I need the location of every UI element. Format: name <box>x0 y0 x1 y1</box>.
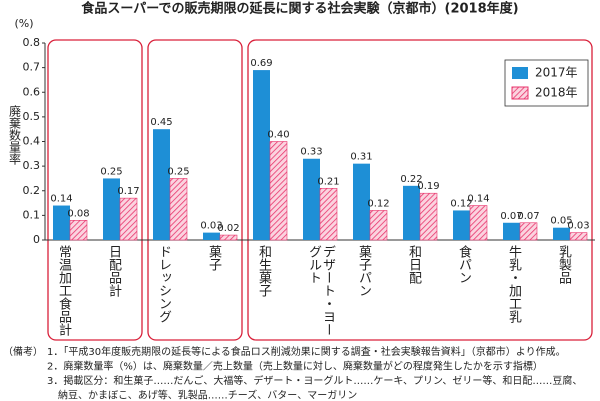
x-tick-label: 日配品計 <box>106 245 121 297</box>
value-label: 0.03 <box>567 221 589 232</box>
y-axis-label: 廃棄数量率 <box>8 104 22 165</box>
y-unit: (%) <box>14 17 33 30</box>
value-label: 0.07 <box>500 211 522 222</box>
bar <box>219 234 238 241</box>
value-label: 0.19 <box>417 181 439 192</box>
bar <box>103 178 120 240</box>
value-label: 0.21 <box>317 176 339 187</box>
group-frame <box>47 39 143 341</box>
note: 1．「平成30年度販売期限の延長等による食品ロス削減効果に関する調査・社会実験報… <box>47 345 566 358</box>
value-label: 0.14 <box>50 194 72 205</box>
bar <box>269 141 288 241</box>
bar <box>253 70 270 241</box>
y-tick-label: 0.5 <box>23 110 41 123</box>
bar <box>403 185 420 240</box>
bar <box>553 227 570 240</box>
bar <box>319 187 338 241</box>
bar <box>569 232 588 241</box>
bar <box>369 210 388 241</box>
legend-label: 2017年 <box>535 66 578 80</box>
value-label: 0.40 <box>267 130 289 141</box>
value-label: 0.05 <box>550 216 572 227</box>
legend-swatch <box>511 86 529 100</box>
notes-label: （備考） <box>3 345 43 358</box>
note: 2．廃棄数量率（%）は、廃棄数量／売上数量（売上数量に対し、廃棄数量がどの程度発… <box>47 360 543 373</box>
group-frame <box>247 39 593 341</box>
x-tick-label: 食パン <box>456 245 471 284</box>
bar <box>519 222 538 241</box>
y-tick-label: 0.8 <box>23 36 41 49</box>
value-label: 0.33 <box>300 147 322 158</box>
note: 納豆、かまぼこ、あげ等、乳製品……チーズ、バター、マーガリン <box>58 389 357 401</box>
bar <box>153 129 170 240</box>
bar <box>303 158 320 240</box>
x-tick-label: 菓子 <box>206 245 221 271</box>
y-tick-label: 0 <box>33 233 40 246</box>
y-tick-label: 0.6 <box>23 85 41 98</box>
bar <box>169 178 188 241</box>
x-tick-label: デザート・ヨーグルト <box>306 245 335 336</box>
bar <box>453 210 470 240</box>
value-label: 0.03 <box>200 221 222 232</box>
legend-label: 2018年 <box>535 86 578 100</box>
value-label: 0.14 <box>467 194 489 205</box>
group-frame <box>147 39 243 341</box>
value-label: 0.12 <box>450 198 472 209</box>
value-label: 0.08 <box>67 208 89 219</box>
chart-title: 食品スーパーでの販売期限の延長に関する社会実験（京都市）(2018年度) <box>81 1 518 17</box>
bar <box>203 232 220 240</box>
y-tick-label: 0.4 <box>23 135 41 148</box>
bar <box>469 205 488 241</box>
x-tick-label: 和生菓子 <box>256 245 271 297</box>
value-label: 0.22 <box>400 174 422 185</box>
x-tick-label: 菓子パン <box>356 245 371 297</box>
y-tick-label: 0.2 <box>23 184 41 197</box>
value-label: 0.45 <box>150 117 172 128</box>
value-label: 0.07 <box>517 211 539 222</box>
value-label: 0.31 <box>350 152 372 163</box>
value-label: 0.69 <box>250 58 272 69</box>
value-label: 0.25 <box>167 166 189 177</box>
y-tick-label: 0.7 <box>23 61 41 74</box>
value-label: 0.12 <box>367 198 389 209</box>
bar <box>119 197 138 241</box>
legend-swatch <box>512 67 528 79</box>
value-label: 0.02 <box>217 223 239 234</box>
x-tick-label: 乳製品 <box>556 245 571 284</box>
bar <box>353 163 370 240</box>
bar <box>503 222 520 240</box>
note: 3．掲載区分：和生菓子……だんご、大福等、デザート・ヨーグルト……ケーキ、プリン… <box>47 374 582 387</box>
x-tick-label: ドレッシング <box>156 245 171 323</box>
x-tick-label: 牛乳・加工乳 <box>506 245 521 323</box>
y-tick-label: 0.3 <box>23 159 41 172</box>
value-label: 0.17 <box>117 186 139 197</box>
value-label: 0.25 <box>100 166 122 177</box>
y-tick-label: 0.1 <box>23 208 41 221</box>
x-tick-label: 和日配 <box>406 245 421 284</box>
bar <box>69 220 88 241</box>
bar <box>53 205 70 240</box>
x-tick-label: 常温加工食品計 <box>56 245 71 336</box>
bar <box>419 192 438 241</box>
